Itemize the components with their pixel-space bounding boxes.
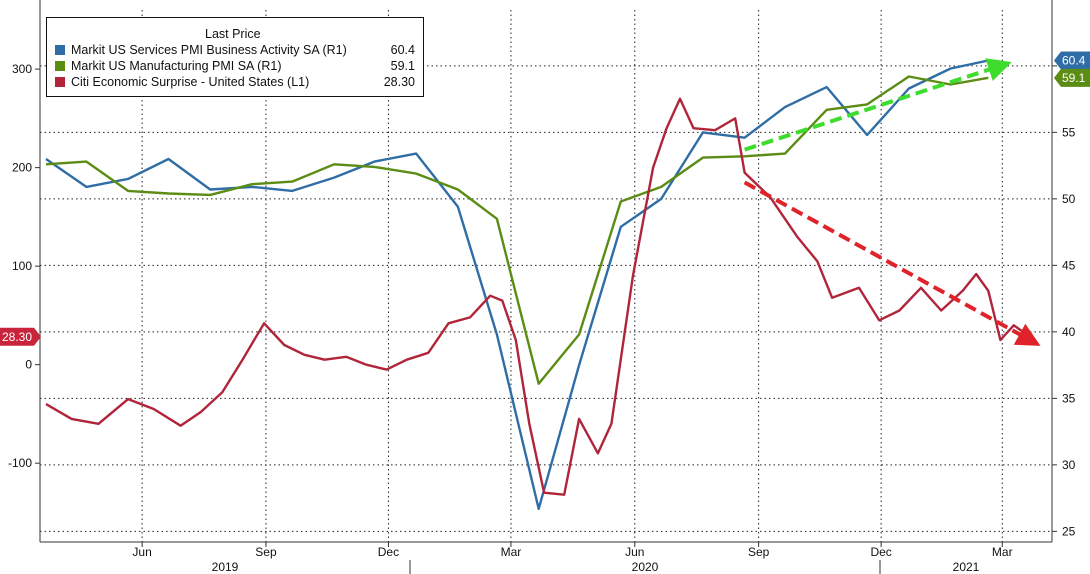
x-axis-month-label: Sep (255, 545, 277, 559)
right-axis-tick-label: 35 (1062, 391, 1076, 405)
tag-manufacturing-pmi-bg (1054, 68, 1090, 87)
left-axis-tick-label: 300 (12, 62, 32, 76)
right-axis-tick-label: 25 (1062, 524, 1076, 538)
x-axis-month-label: Mar (501, 545, 522, 559)
x-axis-month-label: Jun (625, 545, 644, 559)
right-axis-tick-label: 45 (1062, 258, 1076, 272)
tag-citi-surprise-bg (0, 327, 41, 346)
right-axis-tick-label: 50 (1062, 192, 1076, 206)
tag-manufacturing-pmi-label: 59.1 (1062, 71, 1086, 85)
legend-item-services: Markit US Services PMI Business Activity… (55, 43, 415, 58)
legend-swatch-surprise (55, 77, 65, 87)
tag-citi-surprise-label: 28.30 (2, 330, 32, 344)
tag-services-pmi-label: 60.4 (1062, 54, 1086, 68)
x-axis-month-label: Dec (870, 545, 891, 559)
x-axis-month-label: Jun (132, 545, 151, 559)
x-axis-year-label: 2020 (632, 560, 659, 574)
left-axis-tick-label: -100 (8, 456, 32, 470)
legend: Last Price Markit US Services PMI Busine… (46, 17, 424, 97)
legend-value-services: 60.4 (390, 43, 415, 57)
right-axis-tick-label: 40 (1062, 325, 1076, 339)
legend-title: Last Price (205, 27, 261, 41)
legend-label-surprise: Citi Economic Surprise - United States (… (71, 75, 310, 89)
x-axis-month-label: Mar (992, 545, 1013, 559)
legend-swatch-manufacturing (55, 61, 65, 71)
right-axis-tick-label: 30 (1062, 458, 1076, 472)
x-axis-year-label: 2021 (953, 560, 980, 574)
x-axis-year-label: 2019 (212, 560, 239, 574)
left-axis-tick-label: 100 (12, 259, 32, 273)
x-axis-month-label: Sep (748, 545, 770, 559)
legend-item-surprise: Citi Economic Surprise - United States (… (55, 75, 415, 90)
legend-label-services: Markit US Services PMI Business Activity… (71, 43, 347, 57)
legend-label-manufacturing: Markit US Manufacturing PMI SA (R1) (71, 59, 282, 73)
left-axis-tick-label: 200 (12, 161, 32, 175)
annotation-arrow-down (743, 180, 1041, 346)
legend-value-manufacturing: 59.1 (390, 59, 415, 73)
right-axis-tick-label: 55 (1062, 125, 1076, 139)
annotation-arrow-up (744, 58, 1012, 152)
left-axis-tick-label: 0 (25, 358, 32, 372)
x-axis-month-label: Dec (378, 545, 399, 559)
legend-item-manufacturing: Markit US Manufacturing PMI SA (R1) 59.1 (55, 59, 415, 74)
series-citi-surprise (45, 97, 1031, 496)
legend-swatch-services (55, 45, 65, 55)
tag-services-pmi-bg (1054, 51, 1090, 70)
series-services-pmi (45, 59, 989, 510)
series-manufacturing-pmi (45, 75, 989, 385)
legend-value-surprise: 28.30 (383, 75, 415, 89)
